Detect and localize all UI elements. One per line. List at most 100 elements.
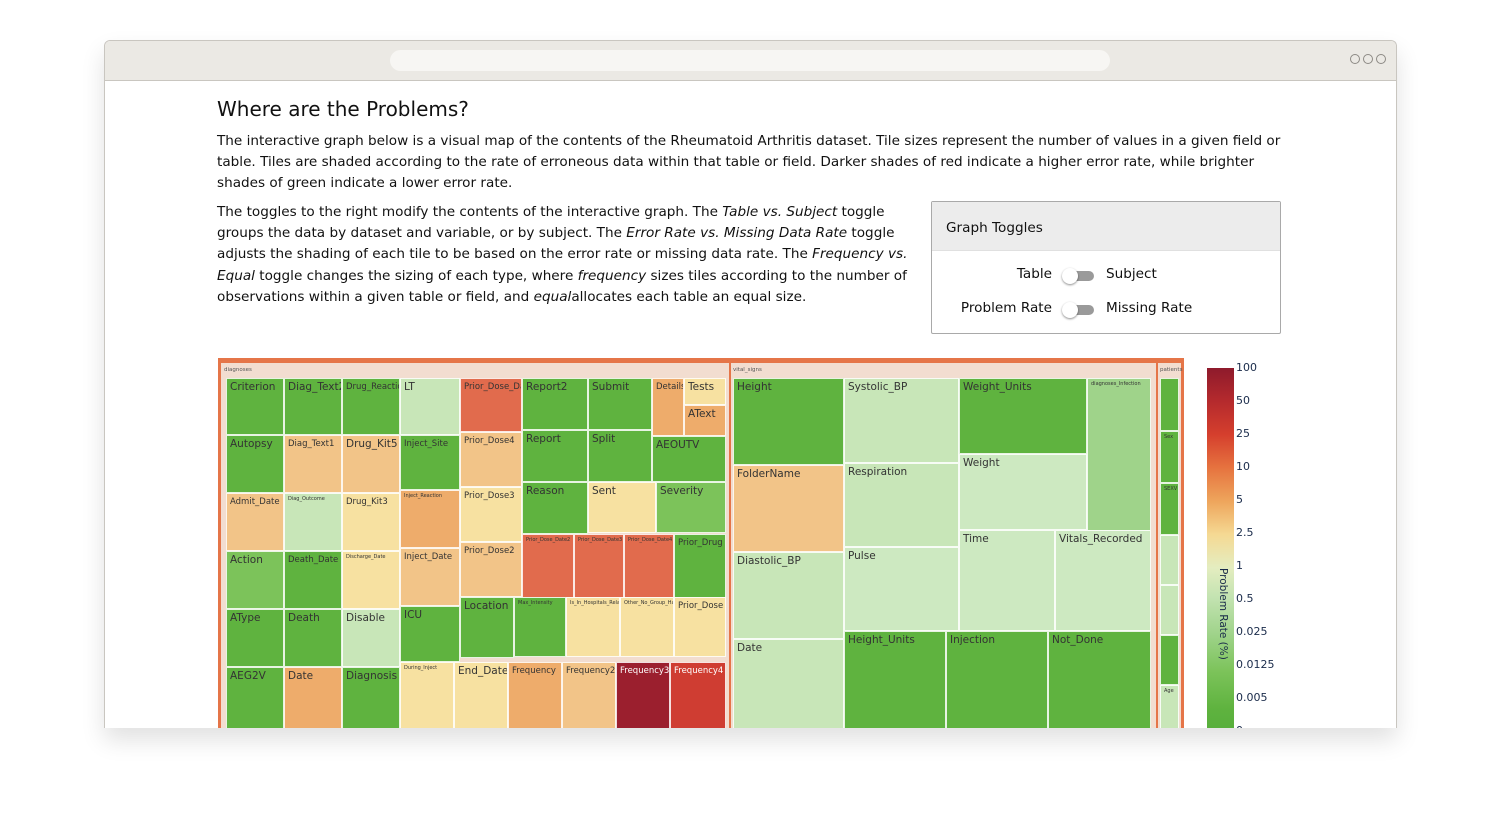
treemap-tile[interactable]: Location [460,597,514,658]
colorbar-tick-label: 1 [1236,559,1243,572]
treemap-tile[interactable]: Drug_Kit5 [342,435,400,493]
treemap-tile[interactable]: Frequency3 [616,662,670,728]
treemap-tile[interactable]: Sex [1160,431,1179,483]
treemap-tile[interactable]: Sent [588,482,656,533]
emphasis: Error Rate vs. Missing Data Rate [626,225,848,242]
treemap-tile[interactable]: SEXV [1160,483,1179,535]
treemap-tile[interactable]: Report2 [522,378,588,430]
treemap-tile[interactable]: Death [284,609,342,667]
treemap-tile[interactable]: Injection [946,631,1048,728]
address-bar[interactable] [390,50,1110,71]
treemap-tile[interactable]: Frequency2 [562,662,616,728]
treemap-tile[interactable]: AType [226,609,284,667]
treemap-tile[interactable] [1160,535,1179,585]
treemap-tile[interactable] [1160,635,1179,685]
colorbar-tick-label: 100 [1236,361,1257,374]
treemap-tile[interactable]: Diagnosis [342,667,400,728]
treemap-tile[interactable] [1160,378,1179,431]
treemap-tile[interactable]: Other_No_Group_Has_Reaction [620,597,674,657]
text: toggle changes the sizing of each type, … [254,267,578,284]
title-bar [105,41,1396,81]
treemap-tile[interactable]: Diag_Text2 [284,378,342,435]
treemap-tile[interactable]: Submit [588,378,652,430]
treemap-tile[interactable]: Discharge_Date [342,551,400,609]
treemap-tile[interactable]: Date [284,667,342,728]
window-control-dot[interactable] [1350,54,1360,64]
treemap-tile[interactable]: Time [959,530,1055,631]
treemap-tile[interactable]: Height_Units [844,631,946,728]
treemap-tile[interactable]: diagnoses_Infection [1087,378,1151,550]
treemap-tile[interactable]: Diag_Outcome [284,493,342,551]
treemap-tile[interactable]: Prior_Dose4 [460,432,522,487]
treemap-tile[interactable]: Pulse [844,547,959,631]
treemap-tile[interactable]: Drug_Kit3 [342,493,400,551]
treemap-tile[interactable]: Action [226,551,284,609]
switch-track [1066,305,1094,315]
treemap-tile[interactable]: Criterion [226,378,284,435]
treemap-tile[interactable]: AEG2V [226,667,284,728]
treemap-tile[interactable]: Height [733,378,844,465]
treemap-tile[interactable]: Not_Done [1048,631,1151,728]
treemap-tile[interactable]: Tests [684,378,726,405]
problem-treemap[interactable]: diagnoses CriterionDiag_Text2Drug_Reactio… [218,358,1184,728]
treemap-tile[interactable]: Reason [522,482,588,534]
treemap-tile[interactable]: Prior_Drug [674,534,726,599]
treemap-tile[interactable]: Systolic_BP [844,378,959,463]
treemap-tile[interactable]: Frequency4 [670,662,726,728]
treemap-tile[interactable] [1160,585,1179,635]
treemap-tile[interactable]: Prior_Dose_Date3 [574,534,624,599]
treemap-tile[interactable]: Drug_Reaction [342,378,400,435]
treemap-tile[interactable]: Date [733,639,844,728]
treemap-tile[interactable]: Details [652,378,684,436]
treemap-tile[interactable]: AEOUTV [652,436,726,482]
treemap-tile[interactable]: Vitals_Recorded [1055,530,1151,631]
text: toggle groups the data by dataset and va… [217,204,885,242]
colorbar-tick-label: 0.5 [1236,592,1254,605]
treemap-tile[interactable]: Inject_Site [400,435,460,490]
treemap-tile[interactable]: Diag_Text1 [284,435,342,493]
treemap-tile[interactable]: Disable [342,609,400,667]
emphasis: Table vs. Subject [722,204,838,220]
treemap-tile[interactable]: LT [400,378,460,435]
switch-track [1066,271,1094,281]
treemap-tile[interactable]: Autopsy [226,435,284,493]
treemap-tile[interactable]: Inject_Reaction [400,490,460,548]
treemap-tile[interactable]: Prior_Dose3 [460,487,522,542]
toggles-paragraph: The toggles to the right modify the cont… [217,202,922,308]
problem-missing-switch[interactable] [1062,302,1094,318]
treemap-tile[interactable]: Frequency [508,662,562,728]
treemap-tile[interactable]: Admit_Date [226,493,284,551]
treemap-tile[interactable]: ICU [400,606,460,662]
window-control-dot[interactable] [1363,54,1373,64]
treemap-tile[interactable]: Prior_Dose_Date4 [624,534,674,599]
treemap-tile[interactable]: Respiration [844,463,959,547]
text: sizes tiles according to the number of o… [217,267,907,305]
colorbar-tick-label: 0.005 [1236,691,1268,704]
treemap-tile[interactable]: End_Date [454,662,508,728]
treemap-tile[interactable]: Severity [656,482,726,533]
treemap-tile[interactable]: Prior_Dose [674,597,726,657]
treemap-tile[interactable]: Weight [959,454,1087,530]
treemap-tile[interactable]: Diastolic_BP [733,552,844,639]
treemap-tile[interactable]: Max_Intensity [514,597,566,657]
treemap-tile[interactable]: Report [522,430,588,482]
graph-toggles-panel: Graph Toggles Table Subject Problem Rate… [931,201,1281,334]
treemap-tile[interactable]: Prior_Dose_Date [460,378,522,432]
treemap-tile[interactable]: Prior_Dose_Date2 [522,534,574,599]
table-subject-switch[interactable] [1062,268,1094,284]
window-control-dot[interactable] [1376,54,1386,64]
treemap-tile[interactable]: Death_Date [284,551,342,609]
treemap-tile[interactable]: Weight_Units [959,378,1087,454]
treemap-tile[interactable]: AText [684,405,726,436]
treemap-tile[interactable]: Age [1160,685,1179,728]
colorbar-tick-label: 0.025 [1236,625,1268,638]
treemap-tile[interactable]: Prior_Dose2 [460,542,522,597]
treemap-tile[interactable]: Split [588,430,652,482]
treemap-tile[interactable]: Is_In_Hospitals_Related_Drug_Use [566,597,620,657]
colorbar-title: Problem Rate (%) [1217,568,1229,660]
treemap-tile[interactable]: During_Inject [400,662,454,728]
text: The toggles to the right modify the cont… [217,204,723,220]
switch-knob [1062,268,1078,284]
treemap-tile[interactable]: Inject_Date [400,548,460,606]
treemap-tile[interactable]: FolderName [733,465,844,552]
